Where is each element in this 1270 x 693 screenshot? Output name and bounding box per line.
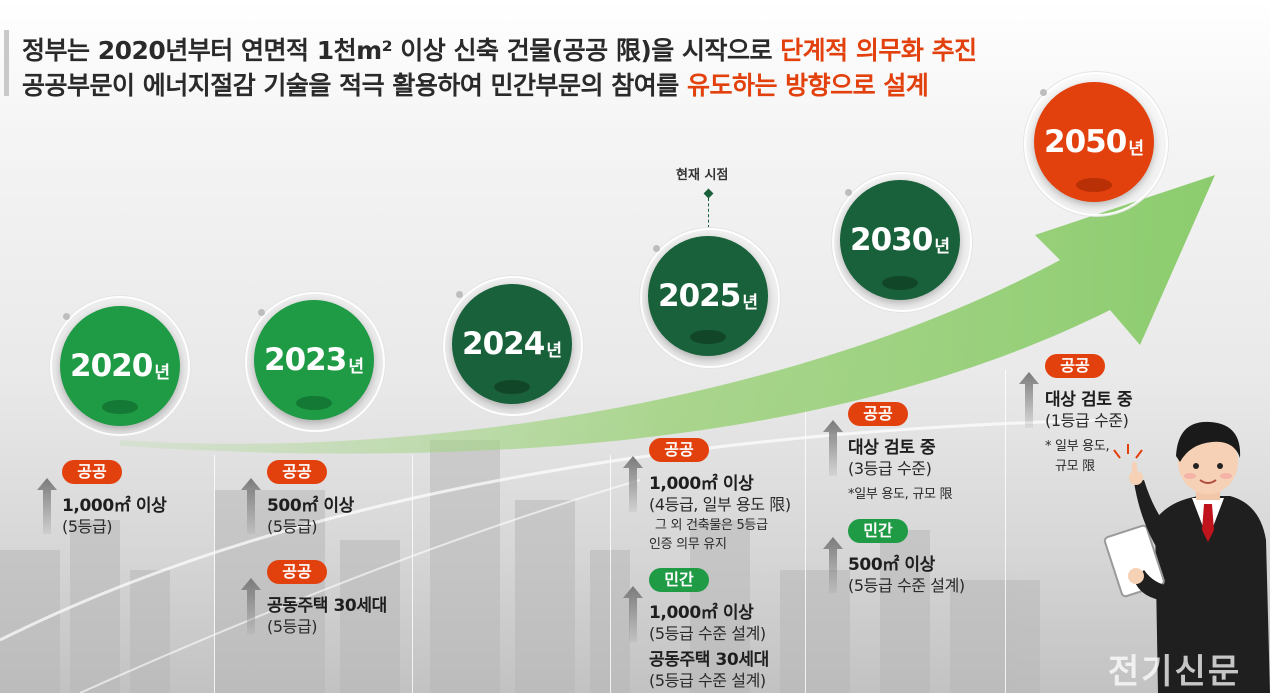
ring-2050 bbox=[1024, 72, 1168, 216]
ring-2023 bbox=[245, 292, 385, 432]
badge-public: 공공 bbox=[649, 438, 709, 462]
requirement-text: 공동주택 30세대 bbox=[649, 650, 769, 670]
up-arrow-icon bbox=[241, 578, 261, 634]
badge-public: 공공 bbox=[848, 402, 908, 426]
note-text: *일부 용도, 규모 限 bbox=[848, 487, 953, 502]
up-arrow-icon bbox=[37, 478, 57, 534]
requirement-text: 500㎡ 이상 bbox=[848, 555, 935, 575]
badge-private: 민간 bbox=[848, 519, 908, 543]
year-circle-2024: 2024 년 bbox=[452, 284, 572, 404]
year-circle-2020: 2020 년 bbox=[60, 306, 180, 426]
current-marker-line bbox=[708, 198, 709, 228]
note-text: 인증 의무 유지 bbox=[649, 537, 727, 552]
circle-shadow bbox=[296, 396, 332, 410]
divider bbox=[1005, 370, 1006, 693]
note-text: * 일부 용도, bbox=[1045, 439, 1110, 454]
badge-public: 공공 bbox=[1045, 354, 1105, 378]
up-arrow-icon bbox=[823, 537, 843, 593]
divider bbox=[805, 405, 806, 693]
up-arrow-icon bbox=[1019, 372, 1039, 428]
circle-shadow bbox=[494, 380, 530, 394]
circle-shadow bbox=[882, 276, 918, 290]
up-arrow-icon bbox=[823, 420, 843, 476]
grade-text: (5등급 수준 설계) bbox=[848, 576, 965, 595]
circle-shadow bbox=[102, 400, 138, 414]
circle-shadow bbox=[690, 330, 726, 344]
ring-dot bbox=[258, 309, 265, 316]
year-circle-2025: 2025 년 bbox=[648, 236, 768, 356]
ring-2024 bbox=[443, 276, 583, 416]
requirement-text: 1,000㎡ 이상 bbox=[62, 496, 167, 516]
ring-dot bbox=[653, 245, 660, 252]
ring-dot bbox=[456, 291, 463, 298]
divider bbox=[610, 455, 611, 693]
note-text: 규모 限 bbox=[1055, 459, 1095, 474]
grade-text: (5등급 수준 설계) bbox=[649, 624, 766, 643]
watermark-logo: 전기신문 bbox=[1108, 652, 1242, 692]
up-arrow-icon bbox=[241, 478, 261, 534]
headline-highlight-2: 유도하는 방향으로 설계 bbox=[686, 71, 929, 100]
requirement-text: 500㎡ 이상 bbox=[267, 496, 354, 516]
current-marker-label: 현재 시점 bbox=[676, 168, 729, 183]
grade-text: (5등급 수준 설계) bbox=[649, 671, 766, 690]
grade-text: (5등급) bbox=[267, 617, 318, 636]
up-arrow-icon bbox=[623, 456, 643, 512]
circle-shadow bbox=[1076, 178, 1112, 192]
ring-2020 bbox=[50, 296, 190, 436]
ring-dot bbox=[845, 189, 852, 196]
divider bbox=[412, 455, 413, 693]
requirement-text: 공동주택 30세대 bbox=[267, 596, 387, 616]
grade-text: (3등급 수준) bbox=[848, 459, 932, 478]
ring-2030 bbox=[832, 172, 972, 312]
ring-dot bbox=[63, 313, 70, 320]
ring-dot bbox=[1040, 89, 1047, 96]
businessman-illustration bbox=[1103, 421, 1270, 693]
headline-line-2: 공공부문이 에너지절감 기술을 적극 활용하여 민간부문의 참여를 유도하는 방… bbox=[22, 71, 929, 100]
year-circle-2023: 2023 년 bbox=[254, 300, 374, 420]
grade-text: (1등급 수준) bbox=[1045, 411, 1129, 430]
grade-text: (4등급, 일부 용도 限) bbox=[649, 495, 791, 514]
headline-highlight-1: 단계적 의무화 추진 bbox=[780, 36, 977, 65]
requirement-text: 대상 검토 중 bbox=[848, 438, 936, 458]
up-arrow-icon bbox=[623, 586, 643, 642]
year-circle-2030: 2030 년 bbox=[840, 180, 960, 300]
note-text: 그 외 건축물은 5등급 bbox=[655, 518, 768, 533]
year-circle-2050: 2050 년 bbox=[1034, 82, 1154, 202]
ring-2025 bbox=[640, 228, 780, 368]
badge-public: 공공 bbox=[267, 560, 327, 584]
divider bbox=[214, 455, 215, 693]
headline-bar bbox=[4, 30, 9, 96]
requirement-text: 1,000㎡ 이상 bbox=[649, 603, 754, 623]
badge-public: 공공 bbox=[267, 460, 327, 484]
badge-private: 민간 bbox=[649, 568, 709, 592]
requirement-text: 1,000㎡ 이상 bbox=[649, 474, 754, 494]
requirement-text: 대상 검토 중 bbox=[1045, 390, 1133, 410]
headline-line-1: 정부는 2020년부터 연면적 1천m² 이상 신축 건물(공공 限)을 시작으… bbox=[22, 36, 977, 65]
badge-public: 공공 bbox=[62, 460, 122, 484]
grade-text: (5등급) bbox=[62, 517, 113, 536]
grade-text: (5등급) bbox=[267, 517, 318, 536]
